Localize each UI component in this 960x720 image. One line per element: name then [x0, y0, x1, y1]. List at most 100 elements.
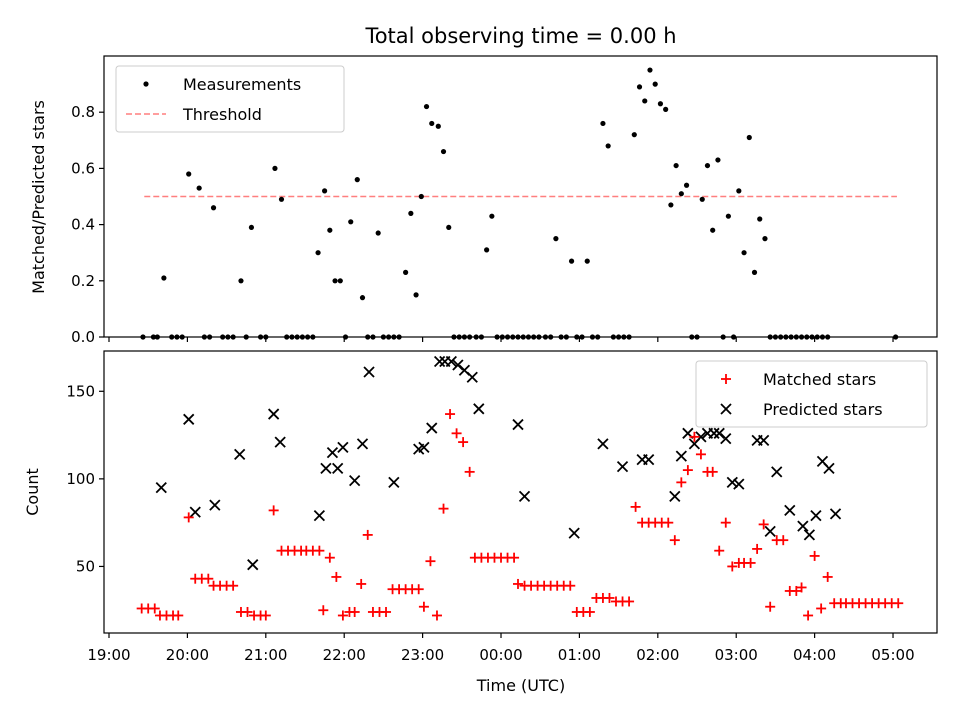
measurement-point — [446, 224, 452, 231]
predicted-stars-point — [803, 529, 816, 541]
measurement-point — [825, 334, 831, 340]
measurement-point — [386, 334, 392, 340]
measurement-point — [154, 334, 160, 340]
bottom-legend: Matched stars Predicted stars — [695, 360, 928, 428]
measurement-point — [520, 334, 526, 340]
measurement-point — [337, 278, 343, 284]
xtick-label: 04:00 — [793, 646, 836, 664]
measurement-point — [605, 143, 611, 149]
legend-measurements-marker — [143, 81, 149, 87]
measurement-point — [225, 334, 231, 340]
matched-stars-point — [362, 529, 373, 540]
matched-stars-point — [893, 598, 904, 609]
measurement-point — [201, 334, 207, 340]
measurement-point — [467, 334, 473, 340]
measurement-point — [626, 334, 632, 340]
xtick-label: 20:00 — [166, 646, 209, 664]
measurement-point — [783, 334, 789, 340]
predicted-stars-point — [708, 427, 720, 439]
measurement-point — [243, 334, 249, 340]
measurement-point — [574, 334, 580, 340]
predicted-stars-point — [268, 408, 280, 420]
matched-stars-point — [242, 606, 253, 617]
measurement-point — [289, 334, 295, 340]
measurement-point — [767, 334, 773, 340]
predicted-stars-point — [356, 438, 369, 450]
legend-predicted-marker — [720, 403, 732, 415]
measurement-point — [348, 219, 354, 225]
predicted-stars-point — [829, 508, 842, 520]
predicted-stars-point — [823, 462, 835, 474]
measurement-point — [642, 98, 648, 104]
predicted-stars-point — [388, 476, 400, 489]
measurement-point — [647, 67, 653, 73]
measurement-point — [751, 269, 758, 275]
measurement-point — [375, 230, 381, 236]
legend-threshold-label: Threshold — [182, 105, 262, 124]
measurement-point — [772, 334, 779, 340]
xtick-label: 05:00 — [871, 646, 914, 664]
predicted-stars-point — [518, 490, 531, 503]
predicted-stars-point — [337, 441, 349, 453]
measurement-point — [542, 334, 549, 340]
predicted-stars-point — [313, 510, 326, 522]
measurement-point — [548, 334, 554, 340]
predicted-stars-point — [363, 366, 375, 378]
measurement-point — [238, 278, 244, 284]
predicted-stars-point — [616, 460, 629, 473]
matched-stars-point — [727, 561, 738, 572]
measurement-point — [359, 295, 366, 301]
measurement-point — [186, 171, 192, 177]
matched-stars-point — [509, 552, 520, 563]
top-legend: Measurements Threshold — [115, 65, 345, 133]
bottom-ytick-label: 50 — [76, 557, 95, 575]
measurement-point — [731, 334, 737, 340]
matched-stars-point — [431, 610, 442, 621]
measurement-point — [365, 334, 371, 340]
measurement-point — [798, 334, 805, 340]
measurement-point — [689, 334, 695, 340]
measurement-point — [174, 334, 180, 340]
predicted-stars-point — [234, 448, 246, 460]
matched-stars-point — [669, 535, 680, 546]
matched-stars-point — [324, 552, 335, 563]
bottom-legend-box — [695, 360, 928, 428]
measurement-point — [451, 334, 457, 340]
measurement-point — [699, 196, 705, 202]
predicted-stars-point — [726, 476, 738, 489]
matched-stars-point — [682, 465, 693, 476]
measurement-point — [248, 224, 255, 231]
measurement-point — [272, 165, 278, 171]
measurement-point — [327, 227, 333, 233]
top-ytick-label: 0.6 — [71, 159, 95, 177]
measurement-point — [720, 334, 726, 340]
bottom-panel: 50 100 150 19:00 20:00 21:00 22:00 23:00 00:00 01… — [66, 350, 938, 664]
predicted-stars-point — [720, 432, 732, 445]
predicted-stars-point — [597, 438, 609, 450]
measurement-point — [553, 236, 559, 242]
predicted-stars-point — [810, 510, 822, 522]
measurement-point — [396, 334, 402, 340]
measurement-point — [668, 202, 674, 208]
measurement-point — [429, 120, 435, 127]
predicted-stars-point — [326, 446, 339, 459]
measurement-point — [418, 193, 424, 200]
measurement-point — [616, 334, 622, 340]
matched-stars-point — [413, 584, 424, 595]
matched-stars-point — [689, 431, 700, 442]
matched-stars-point — [173, 610, 184, 621]
matched-stars-point — [778, 535, 789, 546]
measurement-point — [169, 334, 175, 340]
legend-predicted-label: Predicted stars — [763, 400, 883, 419]
measurement-point — [484, 247, 490, 253]
measurement-point — [741, 250, 747, 256]
matched-stars-point — [149, 603, 160, 614]
xtick-label: 22:00 — [323, 646, 366, 664]
matched-stars-point — [791, 585, 802, 596]
matched-stars-point — [816, 603, 827, 614]
predicted-stars-point — [568, 527, 580, 539]
measurement-point — [220, 334, 226, 340]
bottom-ytick-label: 100 — [66, 470, 95, 488]
measurement-point — [294, 334, 300, 340]
matched-stars-point — [707, 466, 718, 477]
